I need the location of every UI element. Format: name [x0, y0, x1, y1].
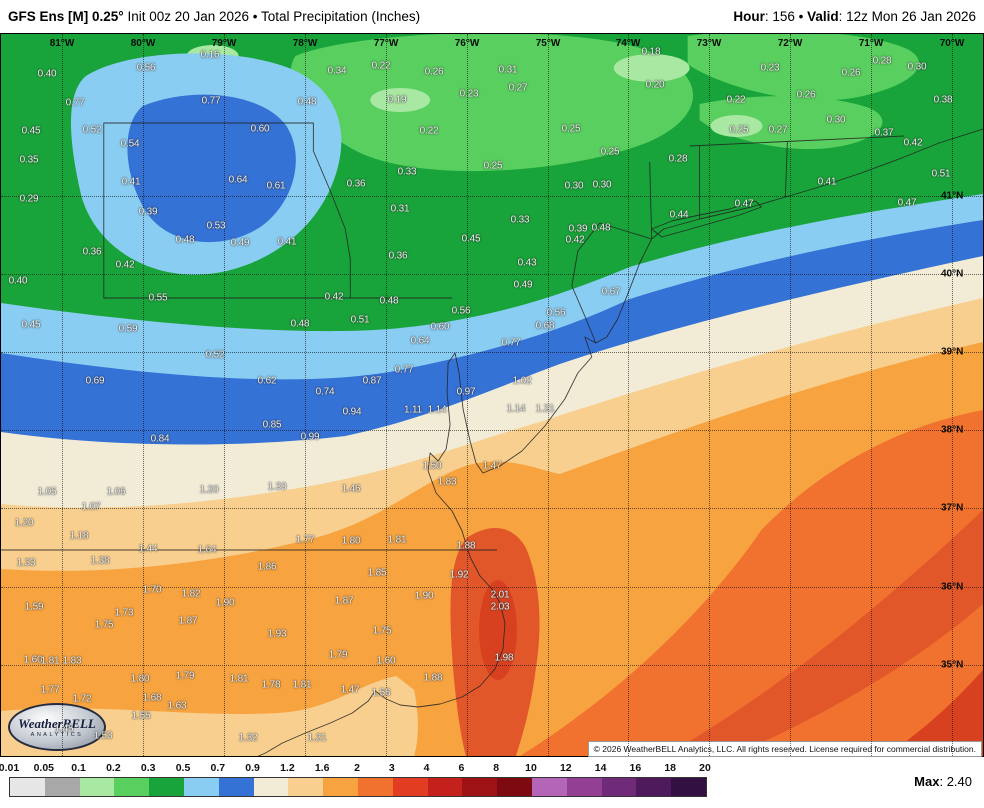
colorbar-tick-label: 6: [458, 762, 465, 774]
pennsylvania-border: [103, 122, 351, 299]
long-island: [651, 200, 762, 238]
colorbar-tick-label: 0.1: [71, 762, 86, 774]
band-deep-arc: [664, 510, 983, 756]
max-label: Max: [914, 774, 940, 789]
colorbar-tick-label: 0.3: [140, 762, 156, 774]
colorbar-tick-label: 12: [559, 762, 572, 774]
band-mint-spot: [613, 54, 690, 82]
colorbar-tick-label: 8: [493, 762, 500, 774]
band-deep-corner: [885, 670, 983, 756]
hour-value: : 156 •: [764, 9, 808, 24]
model-subtitle: Init 00z 20 Jan 2026 • Total Precipitati…: [123, 9, 421, 24]
colorbar-tick-label: 0.01: [0, 762, 20, 774]
coastline: [258, 128, 983, 756]
colorbar-segment: [10, 778, 45, 796]
model-name: GFS Ens [M] 0.25°: [8, 9, 124, 24]
colorbar-tick-label: 10: [525, 762, 537, 774]
colorbar-segment: [79, 778, 115, 796]
valid-value: : 12z Mon 26 Jan 2026: [838, 9, 976, 24]
geography-borders: [1, 122, 983, 756]
colorbar-segment: [462, 778, 498, 796]
colorbar-tick-label: 16: [629, 762, 642, 774]
model-title: GFS Ens [M] 0.25° Init 00z 20 Jan 2026 •…: [8, 9, 420, 24]
colorbar-segment: [566, 778, 602, 796]
new-england-border: [689, 135, 905, 147]
colorbar-segment: [288, 778, 324, 796]
plume-core: [479, 580, 517, 680]
hudson-border: [649, 161, 653, 240]
precip-map-svg: [1, 34, 983, 756]
max-number: : 2.40: [939, 774, 972, 789]
colorbar-segment: [357, 778, 393, 796]
colorbar-tick-label: 1.6: [314, 762, 330, 774]
colorbar-tick-label: 14: [594, 762, 607, 774]
valid-label: Valid: [807, 9, 839, 24]
colorbar-tick-label: 3: [388, 762, 395, 774]
band-green-light-patch: [687, 34, 919, 101]
new-jersey-border: [571, 222, 652, 344]
colorbar-segment: [497, 778, 532, 796]
ri-border: [784, 140, 788, 198]
title-bar: GFS Ens [M] 0.25° Init 00z 20 Jan 2026 •…: [0, 0, 984, 33]
legend-bar: 0.01 0.05 0.1 0.2 0.3 0.5 0.7 0.9 1.2 1.6 2 3 4 6 8 10 1…: [0, 757, 984, 808]
colorbar-segment: [218, 778, 254, 796]
band-green-light-patch: [290, 34, 693, 172]
colorbar-segment: [392, 778, 428, 796]
colorbar-tick-label: 18: [664, 762, 677, 774]
colorbar-tick-label: 2: [354, 762, 360, 774]
colorbar-tick-label: 0.2: [106, 762, 121, 774]
colorbar-segment: [531, 778, 567, 796]
colorbar-segments: [9, 777, 707, 797]
colorbar-tick-label: 0.7: [210, 762, 226, 774]
colorbar-tick-label: 0.05: [33, 762, 55, 774]
valid-time: Hour: 156 • Valid: 12z Mon 26 Jan 2026: [733, 9, 976, 24]
colorbar-tick-label: 0.5: [175, 762, 191, 774]
colorbar-segment: [149, 778, 184, 796]
colorbar-segment: [636, 778, 672, 796]
colorbar-tick-label: 0.9: [245, 762, 260, 774]
max-value: Max: 2.40: [914, 774, 972, 789]
colorbar-segment: [671, 778, 706, 796]
colorbar-tick-label: 20: [699, 762, 711, 774]
colorbar-segment: [44, 778, 80, 796]
blob-blue-inner: [127, 94, 296, 243]
colorbar-segment: [601, 778, 637, 796]
colorbar-segment: [114, 778, 150, 796]
band-mint-spot: [710, 115, 763, 137]
colorbar-ticks: 0.01 0.05 0.1 0.2 0.3 0.5 0.7 0.9 1.2 1.6 2 3 4 6 8 10 1…: [0, 762, 711, 775]
hour-label: Hour: [733, 9, 765, 24]
map-area: [0, 33, 984, 757]
colorbar-tick-label: 4: [423, 762, 430, 774]
colorbar-segment: [253, 778, 289, 796]
colorbar-tick-label: 1.2: [280, 762, 295, 774]
colorbar-segment: [183, 778, 219, 796]
band-mint-spot: [370, 88, 431, 112]
colorbar-segment: [323, 778, 358, 796]
colorbar-segment: [427, 778, 463, 796]
